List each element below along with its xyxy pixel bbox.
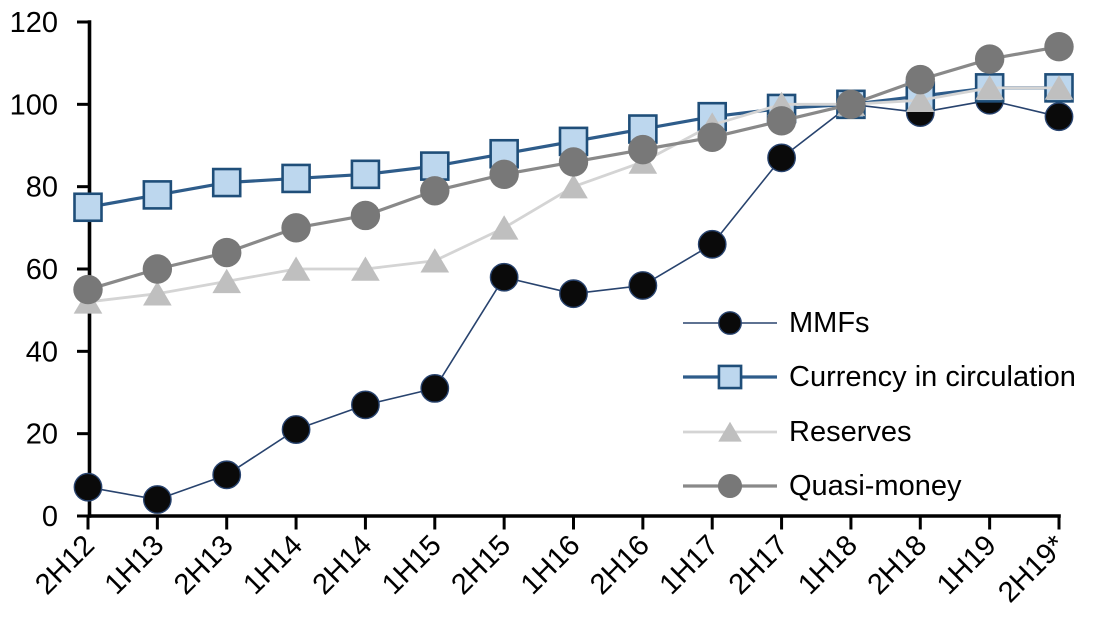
marker-triangle (975, 75, 1004, 100)
marker-circle (212, 460, 242, 490)
marker-circle (974, 44, 1005, 74)
marker-triangle (420, 248, 450, 273)
y-axis-tick-label: 60 (26, 254, 58, 286)
marker-square (419, 151, 450, 181)
marker-circle (559, 279, 588, 309)
x-axis-tick-label: 2H15 (445, 529, 517, 601)
marker-circle (351, 390, 380, 420)
marker-circle (628, 134, 658, 165)
x-axis-tick-label: 2H14 (307, 529, 379, 601)
marker-square (281, 163, 311, 194)
marker-triangle (559, 174, 588, 199)
marker-circle (420, 176, 450, 206)
marker-circle (1044, 102, 1074, 132)
y-axis-tick-label: 40 (26, 336, 58, 368)
marker-circle (142, 254, 173, 284)
marker-circle (628, 271, 658, 300)
marker-circle (489, 159, 519, 190)
x-axis-tick-label: 1H19 (931, 529, 1003, 601)
marker-circle (489, 262, 519, 292)
marker-triangle (143, 281, 172, 306)
marker-circle (558, 147, 589, 177)
marker-square (142, 180, 173, 210)
marker-circle (350, 200, 381, 231)
marker-circle (281, 415, 311, 444)
marker-circle (142, 485, 172, 514)
y-axis-tick-label: 100 (10, 89, 58, 121)
x-axis-tick-label: 1H17 (654, 529, 726, 601)
x-axis-tick-label: 1H13 (99, 529, 171, 601)
x-axis-tick-label: 2H13 (168, 529, 240, 601)
marker-circle (420, 373, 450, 403)
x-axis-tick-label: 2H16 (584, 529, 656, 601)
marker-triangle (489, 215, 519, 240)
marker-circle (73, 274, 103, 305)
x-axis-tick-label: 2H18 (862, 529, 934, 601)
marker-circle (212, 237, 242, 268)
marker-circle (1044, 32, 1074, 62)
marker-circle (697, 229, 727, 259)
marker-circle (766, 106, 797, 136)
marker-circle (767, 143, 796, 173)
marker-triangle (905, 87, 935, 112)
x-axis-tick-label: 1H18 (792, 529, 864, 601)
x-axis-tick-label: 1H16 (515, 529, 587, 601)
y-axis-tick-label: 20 (26, 419, 58, 451)
x-axis-tick-label: 2H12 (29, 529, 101, 601)
x-axis-tick-label: 2H17 (723, 529, 795, 601)
marker-triangle (212, 268, 242, 294)
y-axis-tick-label: 120 (10, 7, 58, 39)
marker-circle (281, 213, 311, 243)
marker-circle (905, 64, 935, 95)
marker-circle (697, 122, 727, 152)
x-axis-tick-label: 1H15 (376, 529, 448, 601)
marker-square (211, 167, 242, 198)
marker-circle (73, 472, 103, 502)
marker-circle (836, 89, 866, 120)
x-axis-tick-label: 2H19* (992, 529, 1072, 609)
marker-triangle (351, 256, 380, 281)
marker-square (350, 159, 381, 190)
y-axis-tick-label: 0 (42, 501, 58, 533)
marker-square (73, 192, 103, 223)
x-axis-tick-label: 1H14 (237, 529, 309, 601)
y-axis-tick-label: 80 (26, 172, 58, 204)
marker-triangle (281, 256, 311, 281)
marker-triangle (1044, 75, 1074, 100)
